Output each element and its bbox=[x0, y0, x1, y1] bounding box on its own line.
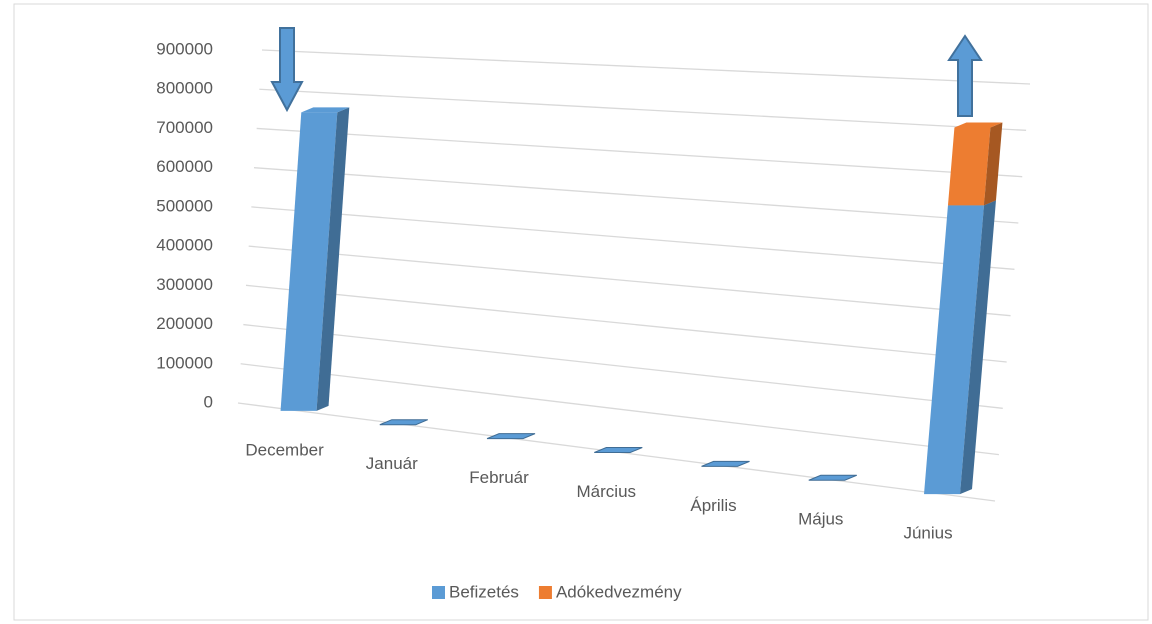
bar-front bbox=[924, 205, 984, 495]
bar-top bbox=[954, 122, 1003, 128]
bar-side bbox=[960, 200, 996, 495]
legend-label: Adókedvezmény bbox=[556, 582, 682, 601]
legend-swatch bbox=[432, 586, 445, 599]
bar-flat bbox=[379, 419, 428, 426]
legend-label: Befizetés bbox=[449, 582, 519, 601]
x-tick-label: Június bbox=[903, 524, 952, 543]
x-tick-label: December bbox=[245, 440, 324, 459]
y-tick-label: 500000 bbox=[156, 196, 213, 215]
y-tick-label: 200000 bbox=[156, 314, 213, 333]
y-tick-label: 900000 bbox=[156, 39, 213, 58]
bar-flat bbox=[808, 474, 857, 481]
grid-line bbox=[245, 284, 1007, 363]
x-tick-label: Március bbox=[577, 482, 637, 501]
bar-side bbox=[983, 122, 1003, 206]
legend-swatch bbox=[538, 586, 552, 599]
x-tick-label: Január bbox=[366, 454, 418, 473]
x-tick-label: Április bbox=[690, 496, 736, 515]
bar-flat bbox=[594, 446, 643, 453]
x-tick-label: Február bbox=[469, 468, 529, 487]
grid-line bbox=[248, 245, 1011, 317]
bar-side bbox=[316, 107, 350, 411]
grid-line bbox=[251, 206, 1015, 270]
bar-front bbox=[280, 112, 338, 411]
down-arrow bbox=[270, 27, 304, 113]
y-tick-label: 600000 bbox=[156, 157, 213, 176]
grid-line bbox=[256, 127, 1023, 178]
y-tick-label: 700000 bbox=[156, 118, 213, 137]
grid-line bbox=[261, 49, 1031, 85]
y-tick-label: 100000 bbox=[156, 353, 213, 372]
up-arrow bbox=[947, 34, 983, 117]
y-tick-label: 800000 bbox=[156, 79, 213, 98]
arrows bbox=[270, 27, 983, 117]
y-tick-label: 400000 bbox=[156, 236, 213, 255]
bar-flat bbox=[486, 433, 536, 440]
y-tick-label: 0 bbox=[204, 392, 213, 411]
bar-flat bbox=[701, 460, 750, 467]
bar-top bbox=[301, 107, 350, 113]
grid-line bbox=[253, 167, 1019, 224]
grid-line bbox=[259, 88, 1027, 131]
y-tick-label: 300000 bbox=[156, 275, 213, 294]
grid-line bbox=[240, 363, 999, 456]
x-tick-label: Május bbox=[798, 510, 843, 529]
bar-front bbox=[947, 127, 991, 206]
grid-line bbox=[243, 323, 1003, 409]
